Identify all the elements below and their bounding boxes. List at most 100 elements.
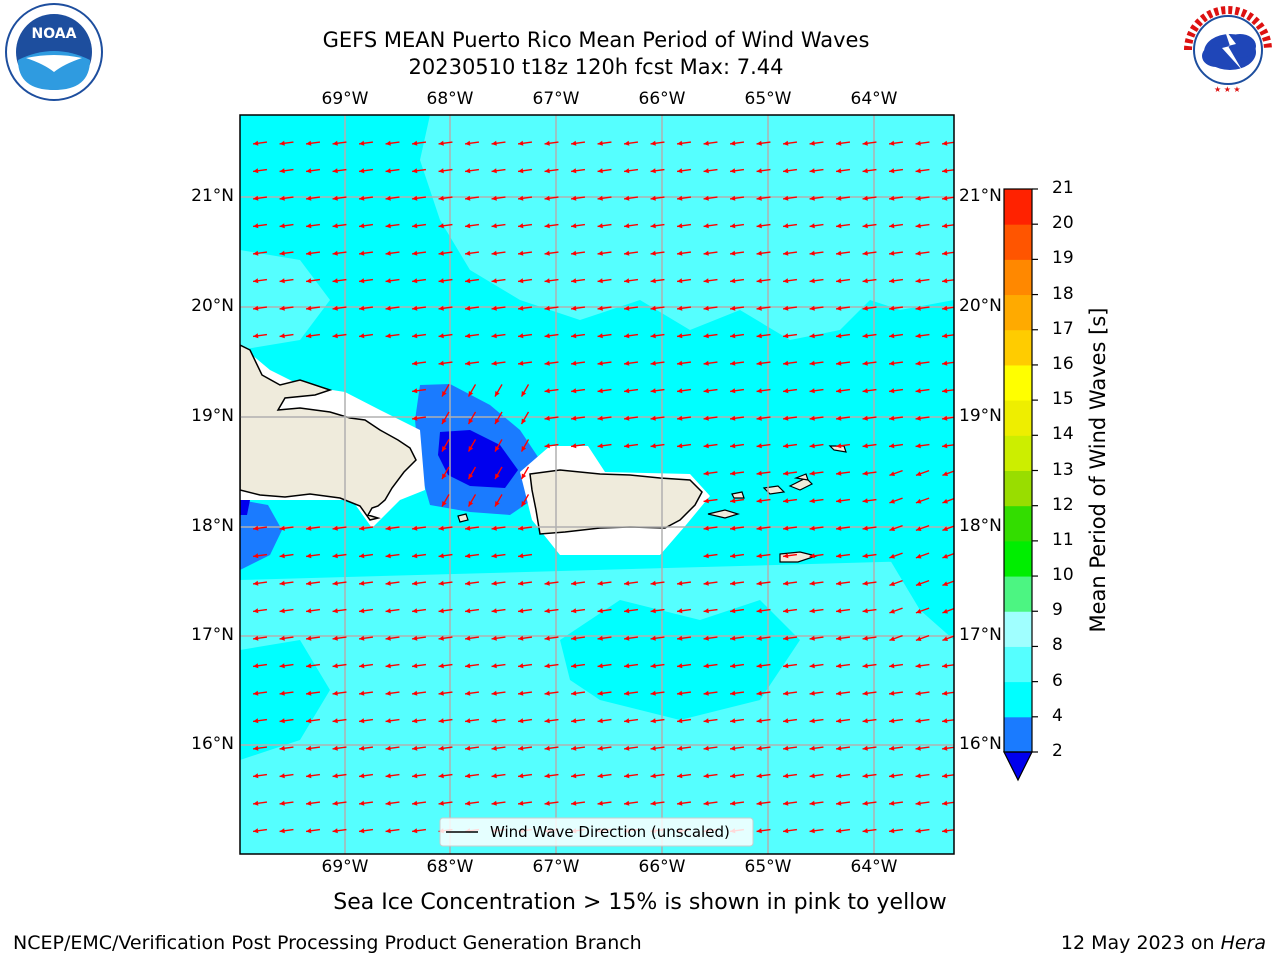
wind-arrow [597, 250, 612, 256]
wind-arrow [862, 525, 877, 531]
wind-arrow [756, 498, 771, 504]
wind-arrow [782, 388, 798, 394]
wind-arrow [358, 773, 374, 779]
wind-arrow [491, 690, 506, 696]
wind-arrow [623, 415, 639, 421]
wind-arrow [464, 718, 480, 724]
wind-arrow [570, 580, 586, 586]
wind-arrow [756, 525, 771, 531]
wind-arrow [756, 718, 771, 724]
wind-arrow [835, 140, 851, 146]
wind-arrow [464, 333, 480, 339]
wind-arrow [756, 305, 771, 311]
wind-arrow [517, 663, 533, 669]
period-region-blue-west [240, 500, 282, 570]
wind-arrow [703, 553, 718, 559]
wind-arrow [438, 525, 453, 531]
title-line-2: 20230510 t18z 120h fcst Max: 7.44 [408, 55, 784, 79]
wind-arrow [703, 635, 718, 641]
wind-arrow [888, 360, 904, 366]
wind-arrow [544, 195, 559, 201]
wind-arrow [570, 333, 586, 339]
wind-arrow [597, 663, 612, 669]
wind-arrow [676, 415, 692, 421]
footer-date: 12 May 2023 on [1060, 932, 1221, 954]
wind-arrow [729, 608, 745, 614]
period-region-mid [420, 115, 954, 340]
colorbar-bin [1004, 259, 1032, 296]
wind-arrow [305, 828, 321, 834]
wind-arrow [676, 140, 692, 146]
wind-arrow [570, 305, 586, 311]
wind-arrow [703, 745, 718, 751]
colorbar-bin [1004, 329, 1032, 366]
wind-arrow [809, 800, 824, 806]
wind-arrow [703, 360, 718, 366]
colorbar-extend-triangle [1003, 751, 1033, 782]
wind-arrow [517, 278, 533, 284]
wind-arrow [888, 745, 904, 751]
wind-arrow [491, 800, 506, 806]
wind-arrow [623, 140, 639, 146]
wind-arrow [385, 773, 400, 779]
wind-arrow [252, 525, 268, 531]
wind-arrow [438, 773, 453, 779]
wind-arrow [544, 800, 559, 806]
wind-arrow [835, 553, 851, 559]
wind-arrow [809, 718, 824, 724]
wind-arrow [729, 195, 745, 201]
wind-arrow [411, 690, 427, 696]
wind-arrow [703, 250, 718, 256]
svg-text:★ ★ ★: ★ ★ ★ [1214, 85, 1241, 94]
wind-arrow [385, 553, 400, 559]
wind-arrow [623, 773, 639, 779]
wind-arrow [464, 608, 480, 614]
wind-arrow [729, 388, 745, 394]
wind-arrow [623, 608, 639, 614]
wind-arrow [411, 773, 427, 779]
wind-arrow [358, 828, 374, 834]
wind-arrow [305, 250, 321, 256]
wind-arrow [252, 580, 268, 586]
wind-arrow [411, 168, 427, 174]
wind-arrow [597, 800, 612, 806]
wind-arrow [623, 333, 639, 339]
wind-arrow [358, 195, 374, 201]
wind-arrow [676, 608, 692, 614]
wind-arrow [889, 524, 903, 532]
wind-arrow [862, 140, 877, 146]
wind-arrow [756, 690, 771, 696]
wind-arrow [835, 415, 851, 421]
wind-arrow [889, 469, 903, 477]
wind-arrow [441, 439, 450, 452]
wind-arrow [809, 498, 824, 504]
wind-arrow [623, 443, 639, 449]
wind-arrow [385, 278, 400, 284]
wind-arrow [279, 250, 294, 256]
wind-arrow [650, 800, 665, 806]
wind-arrow [862, 828, 877, 834]
wind-arrow [438, 553, 453, 559]
graticule [240, 115, 954, 854]
wind-arrow [520, 439, 530, 452]
wind-arrow [464, 168, 480, 174]
wind-arrow [650, 168, 665, 174]
wind-arrow [597, 443, 612, 449]
wind-arrow [491, 773, 506, 779]
wind-arrow [756, 745, 771, 751]
wind-arrow [835, 525, 851, 531]
wind-arrow [623, 580, 639, 586]
wind-arrow [756, 773, 771, 779]
wind-arrow [441, 494, 450, 507]
wind-arrow [756, 580, 771, 586]
wind-arrow [756, 415, 771, 421]
wind-arrow [809, 635, 824, 641]
wind-arrow [650, 360, 665, 366]
wind-arrow [650, 690, 665, 696]
colorbar-tick-label: 12 [1052, 494, 1074, 515]
wind-arrow [835, 580, 851, 586]
lat-label-right: 16°N [959, 734, 1002, 754]
wind-arrow [915, 690, 930, 696]
wind-arrow [332, 525, 347, 531]
wind-arrow [494, 411, 503, 425]
